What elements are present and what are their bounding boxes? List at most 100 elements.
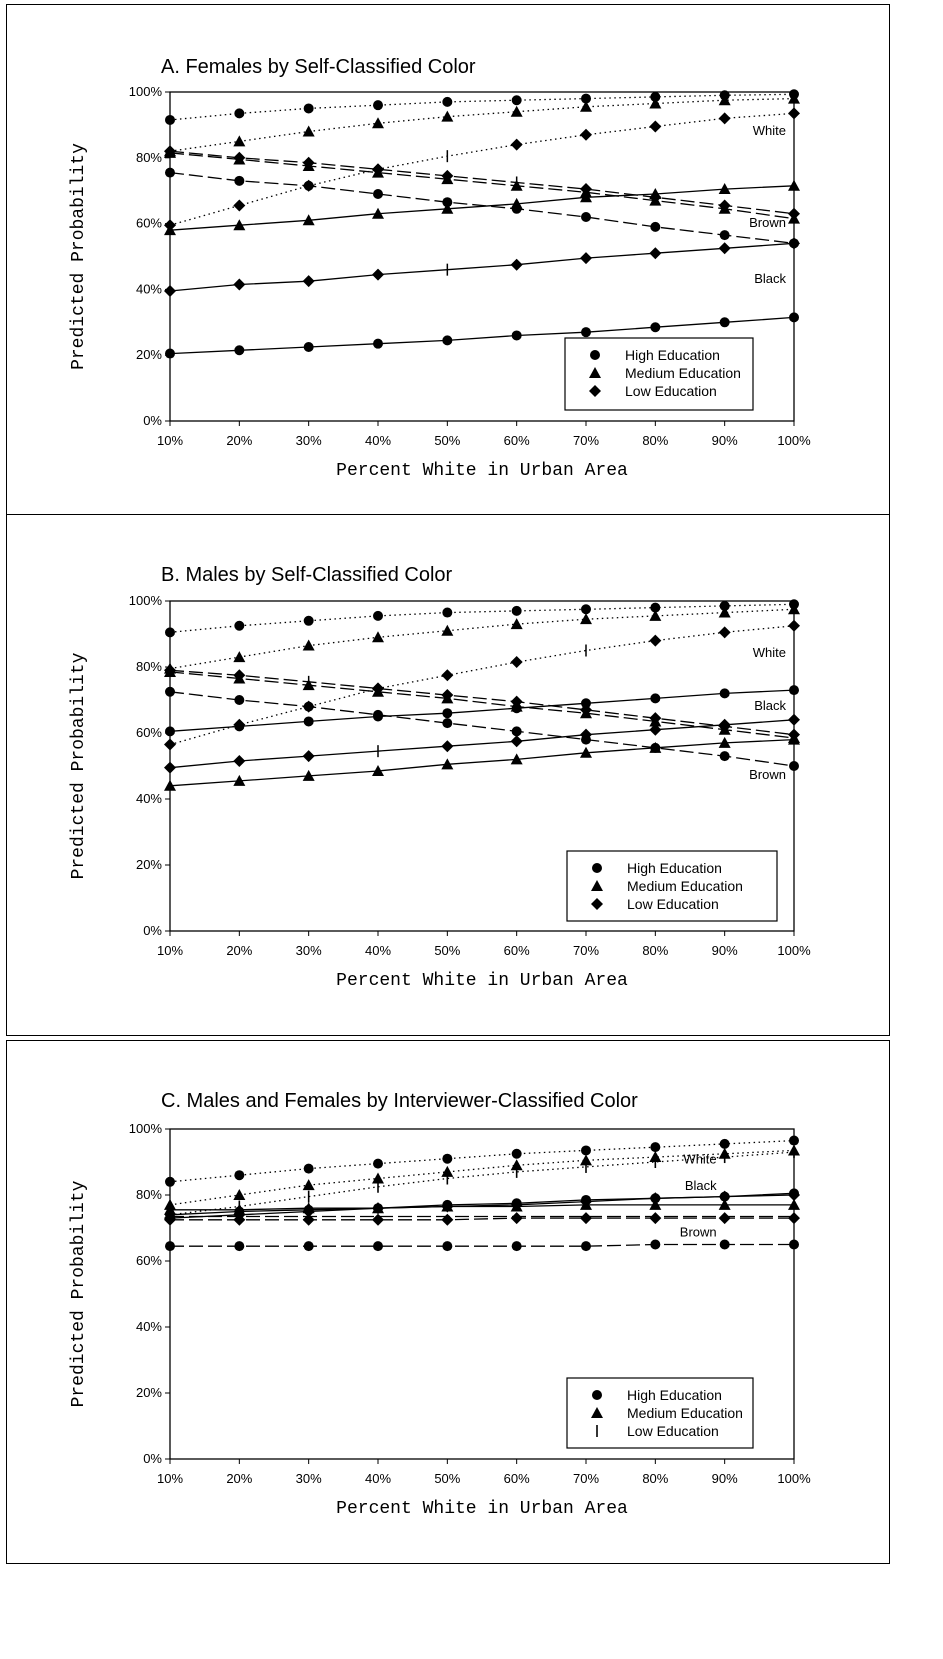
series-line-black-low [169,719,795,769]
data-point-black-low [302,275,315,288]
data-point-white-medium [372,631,384,643]
data-point-brown-high [650,221,661,232]
series-line-white-medium [169,608,795,670]
data-point-black-low [580,1195,592,1208]
data-point-black-medium [302,214,315,226]
legend-label: High Education [627,860,722,876]
data-point-white-high [511,95,522,106]
data-point-black-medium [718,183,731,195]
series-line-brown-high [170,1243,794,1247]
series-line-black-high [169,689,795,732]
data-point-brown-low [233,151,246,164]
data-point-white-low [510,656,523,669]
data-point-white-low [580,128,592,141]
legend-label: Medium Education [627,878,743,894]
data-point-white-medium [788,92,800,104]
y-tick-label: 0% [143,923,162,938]
x-tick-label: 80% [642,943,668,958]
data-point-white-high [373,1158,383,1169]
data-point-white-medium [718,94,731,106]
x-tick-label: 20% [226,943,252,958]
y-tick-label: 60% [136,725,162,740]
y-tick-label: 60% [136,1253,162,1268]
x-tick-label: 40% [365,943,391,958]
data-point-brown-high [511,1241,522,1252]
x-tick-label: 70% [573,433,599,448]
data-point-white-medium [580,100,592,112]
data-point-white-medium [510,1159,523,1171]
series-line-black-medium [169,185,795,231]
data-point-brown-low [302,156,315,169]
data-point-brown-high [234,175,245,186]
data-point-black-low [302,750,315,763]
data-point-white-low [788,619,800,632]
data-point-black-low [718,718,731,731]
data-point-black-low [233,278,246,291]
data-point-black-high [789,685,799,696]
chart-c: C. Males and Females by Interviewer-Clas… [69,1090,811,1519]
x-axis-label: Percent White in Urban Area [336,461,628,481]
data-point-white-high [442,607,453,618]
data-point-black-high [373,338,383,349]
chart-title: C. Males and Females by Interviewer-Clas… [161,1090,638,1112]
data-point-white-medium [233,1189,246,1200]
data-point-white-high [234,620,245,631]
x-tick-label: 30% [296,1471,322,1486]
data-point-white-high [303,103,314,114]
series-line-white-medium [169,1149,795,1206]
data-point-brown-low [718,1212,731,1225]
data-point-white-low [441,669,454,682]
data-point-black-low [441,740,454,753]
data-point-brown-high [373,1241,383,1252]
x-tick-label: 90% [712,433,738,448]
group-label-brown: Brown [680,1224,717,1239]
data-point-brown-low [302,1213,315,1226]
data-point-black-high [234,345,245,356]
data-point-brown-low [649,712,662,725]
data-point-brown-low [510,1212,523,1225]
legend-label: Low Education [627,1423,719,1439]
data-point-black-low [718,1190,731,1203]
data-point-black-low [718,242,731,255]
data-point-white-high [165,1176,175,1187]
data-point-black-high [719,317,730,328]
series-line-white-high [169,1139,795,1183]
x-tick-label: 30% [296,433,322,448]
data-point-brown-low [164,1213,176,1226]
data-point-white-medium [649,97,662,109]
data-point-white-medium [372,117,384,129]
data-point-brown-low [649,1212,662,1225]
data-point-brown-low [372,163,384,176]
y-tick-label: 100% [129,1121,163,1136]
legend-marker-triangle [591,1407,603,1418]
data-point-black-low [372,268,384,281]
data-point-brown-high [719,1239,730,1250]
series-line-black-low [169,1194,795,1219]
data-point-white-medium [510,105,523,117]
data-point-white-low [164,738,176,751]
data-point-white-high [373,100,383,111]
group-label-black: Black [754,271,786,286]
data-point-brown-high [165,686,175,697]
data-point-black-medium [441,758,454,770]
data-point-white-high [581,93,591,104]
legend-label: High Education [627,1387,722,1403]
x-tick-label: 90% [712,1471,738,1486]
y-tick-label: 40% [136,791,162,806]
data-point-white-high [511,605,522,616]
data-point-black-medium [580,746,592,758]
data-point-brown-high [165,167,175,178]
data-point-black-medium [649,1198,662,1210]
group-label-white: White [753,123,786,138]
series-line-white-medium [169,97,795,152]
data-point-brown-high [234,1241,245,1252]
data-point-black-medium [164,1203,176,1215]
x-tick-label: 10% [157,943,183,958]
data-point-brown-high [165,1241,175,1252]
data-point-black-high [165,726,175,737]
data-point-white-medium [441,110,454,122]
legend-marker-triangle [589,367,601,378]
data-point-white-medium [788,603,800,615]
data-point-black-low [580,252,592,265]
data-point-black-low [649,723,662,736]
